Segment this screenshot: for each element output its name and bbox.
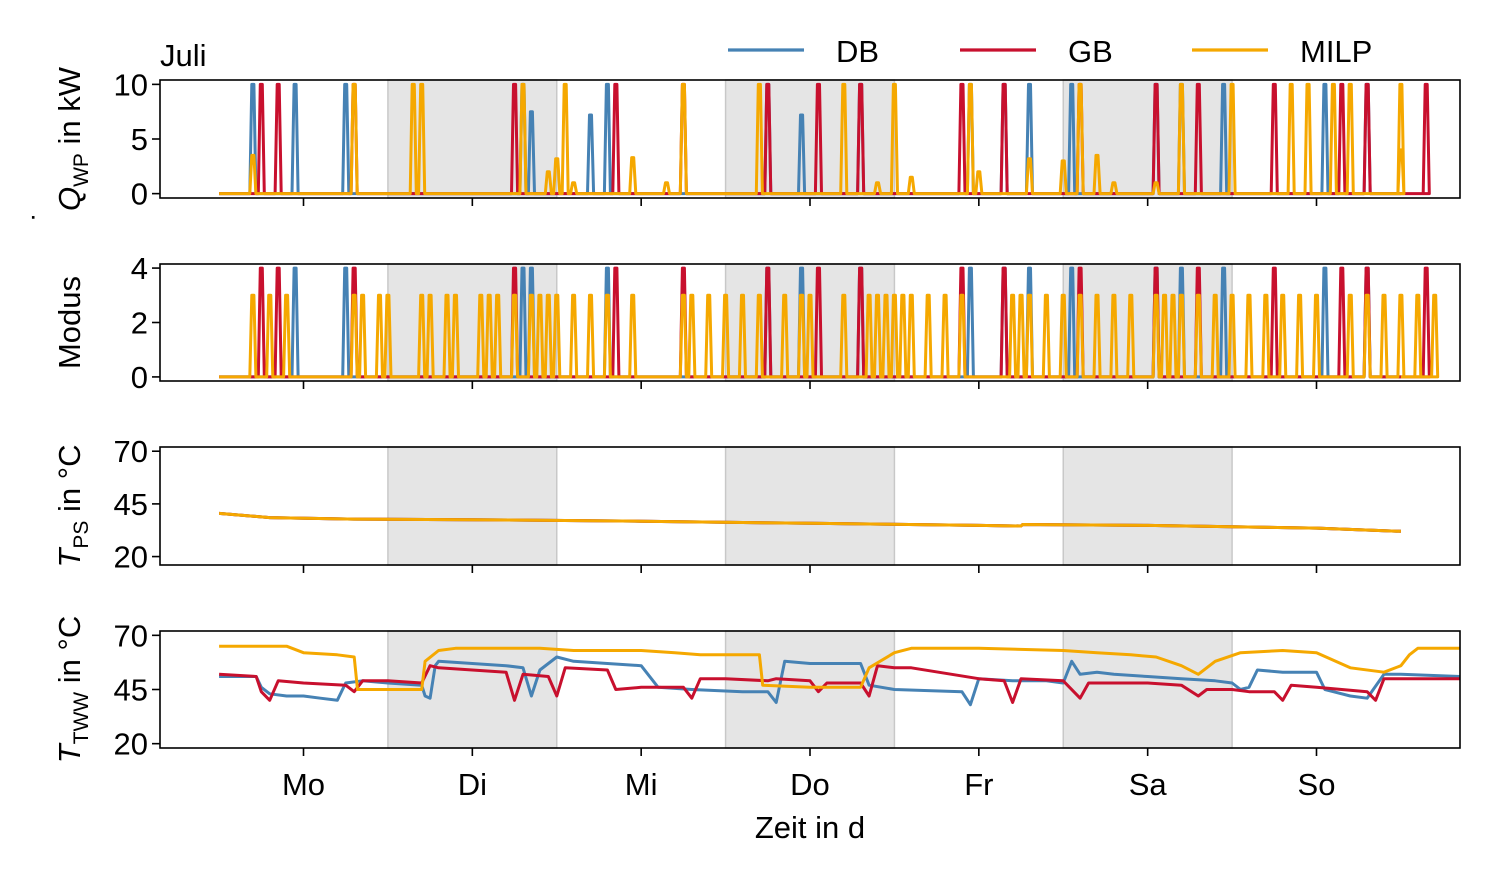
y-axis-title-qwp: QWP in kW: [52, 66, 93, 211]
series-milp-tps: [218, 511, 1401, 533]
legend-label-db: DB: [836, 34, 879, 69]
y-axis-title-unit-tww: in °C: [52, 616, 87, 692]
series-milp-qwp: [219, 82, 1406, 196]
y-tick-label-tww-2: 70: [114, 618, 148, 653]
series-group-qwp: [219, 82, 1431, 196]
y-axis-title-unit-tps: in °C: [52, 444, 87, 520]
series-db-modus: [219, 266, 1401, 379]
series-milp-tww: [219, 644, 1460, 691]
y-axis-title-modus: Modus: [52, 276, 87, 369]
y-tick-label-modus-0: 0: [131, 360, 148, 395]
shaded-day-1: [387, 446, 558, 566]
shaded-day-5: [1062, 630, 1233, 749]
series-milp-modus: [219, 293, 1440, 379]
series-group-tww: [219, 644, 1460, 707]
y-tick-label-modus-2: 4: [131, 251, 148, 286]
legend: DB GB MILP: [728, 34, 1372, 69]
y-axis-title-symbol-qwp: Q: [52, 187, 87, 211]
y-axis-title-symbol-tps: T: [52, 547, 87, 568]
legend-label-milp: MILP: [1300, 34, 1372, 69]
panel-tww: 20 45 70 Mo Di Mi Do Fr Sa So TTWW in °C: [52, 616, 1461, 802]
series-gb-tww: [219, 664, 1460, 704]
y-tick-label-modus-1: 2: [131, 306, 148, 341]
series-group-tps: [218, 511, 1401, 533]
shaded-day-3: [724, 446, 896, 566]
y-axis-title-tww: TTWW in °C: [52, 616, 93, 764]
series-group-modus: [219, 266, 1440, 379]
shaded-day-5: [1062, 446, 1233, 566]
y-tick-label-tps-2: 70: [114, 434, 148, 469]
y-tick-label-tps-0: 20: [114, 540, 148, 575]
y-tick-label-tps-1: 45: [114, 487, 148, 522]
x-tick-label-2: Mi: [625, 767, 658, 802]
shaded-day-3: [724, 263, 896, 382]
y-axis-title-symbol-tww: T: [52, 742, 87, 763]
x-tick-label-4: Fr: [964, 767, 993, 802]
series-db-tww: [219, 655, 1460, 707]
panel-tps: 20 45 70 TPS in °C: [52, 434, 1461, 575]
y-tick-label-qwp-0: 0: [131, 177, 148, 212]
y-axis-title-subscript-tps: PS: [70, 521, 93, 549]
x-tick-label-6: So: [1298, 767, 1336, 802]
x-tick-label-3: Do: [790, 767, 830, 802]
x-axis-title: Zeit in d: [755, 810, 865, 845]
shaded-day-5: [1062, 79, 1233, 199]
y-axis-title-unit-qwp: in kW: [52, 66, 87, 153]
shaded-day-5: [1062, 263, 1233, 382]
shaded-day-3: [724, 630, 896, 749]
legend-label-gb: GB: [1068, 34, 1113, 69]
y-tick-label-qwp-2: 10: [114, 67, 148, 102]
x-tick-label-1: Di: [458, 767, 487, 802]
panel-modus: 0 2 4 Modus: [52, 251, 1461, 395]
x-tick-label-0: Mo: [282, 767, 325, 802]
month-label: Juli: [160, 38, 207, 73]
y-tick-label-qwp-1: 5: [131, 122, 148, 157]
y-axis-title-subscript-tww: TWW: [70, 692, 93, 745]
y-tick-label-tww-1: 45: [114, 673, 148, 708]
y-axis-title-subscript-qwp: WP: [70, 153, 93, 187]
shaded-day-3: [724, 79, 896, 199]
y-axis-title-dot-qwp: ˙: [26, 211, 61, 221]
x-tick-label-5: Sa: [1129, 767, 1168, 802]
y-axis-title-tps: TPS in °C: [52, 444, 93, 567]
y-tick-label-tww-0: 20: [114, 727, 148, 762]
